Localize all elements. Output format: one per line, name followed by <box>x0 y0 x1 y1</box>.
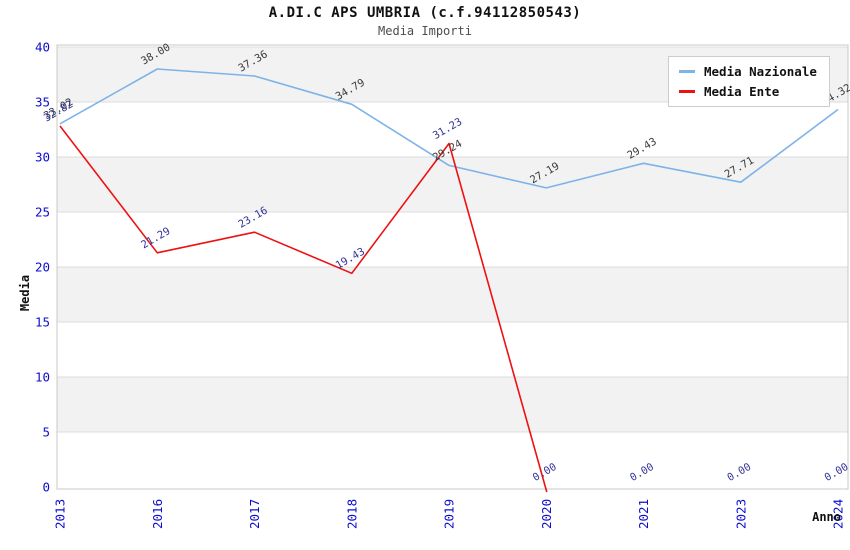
plot-band <box>57 267 848 322</box>
y-tick-label: 30 <box>35 150 50 165</box>
x-tick-label: 2023 <box>733 499 748 529</box>
chart-subtitle: Media Importi <box>378 24 472 38</box>
media-nazionale-line-swatch-icon <box>679 70 695 73</box>
y-tick-label: 5 <box>42 425 50 440</box>
media-ente-line-swatch-icon <box>679 90 695 93</box>
x-tick-label: 2020 <box>539 499 554 529</box>
media-ente-point-label: 0.00 <box>725 461 753 484</box>
media-nazionale-line <box>59 68 839 189</box>
legend-item-media-ente: Media Ente <box>679 84 817 99</box>
y-axis-title: Media <box>18 275 32 311</box>
y-tick-label: 15 <box>35 315 50 330</box>
plot-border <box>56 44 849 490</box>
y-tick-label: 0 <box>42 480 50 495</box>
x-tick-label: 2024 <box>831 499 846 529</box>
chart-title: A.DI.C APS UMBRIA (c.f.94112850543) <box>268 5 582 21</box>
plot-band <box>57 377 848 432</box>
y-tick-label: 25 <box>35 205 50 220</box>
legend: Media Nazionale Media Ente <box>668 56 830 107</box>
plot-band <box>57 157 848 212</box>
media-ente-point-label: 21.29 <box>139 225 172 251</box>
y-tick-label: 35 <box>35 95 50 110</box>
media-ente-point-label: 0.00 <box>628 461 656 484</box>
x-tick-label: 2013 <box>53 499 68 529</box>
y-tick-label: 10 <box>35 370 50 385</box>
y-tick-label: 40 <box>35 40 50 55</box>
legend-label-media-ente: Media Ente <box>704 84 780 99</box>
x-tick-label: 2016 <box>150 499 165 529</box>
legend-label-media-nazionale: Media Nazionale <box>704 64 817 79</box>
legend-item-media-nazionale: Media Nazionale <box>679 64 817 79</box>
x-tick-label: 2018 <box>344 499 359 529</box>
x-tick-label: 2021 <box>636 499 651 529</box>
x-tick-label: 2017 <box>247 499 262 529</box>
x-tick-label: 2019 <box>442 499 457 529</box>
x-axis-title: Anno <box>812 510 841 524</box>
media-ente-point-label: 0.00 <box>823 461 850 484</box>
media-ente-point-label: 31.23 <box>431 116 464 142</box>
media-ente-line <box>59 125 548 493</box>
y-tick-label: 20 <box>35 260 50 275</box>
media-ente-point-label: 0.00 <box>531 461 559 484</box>
